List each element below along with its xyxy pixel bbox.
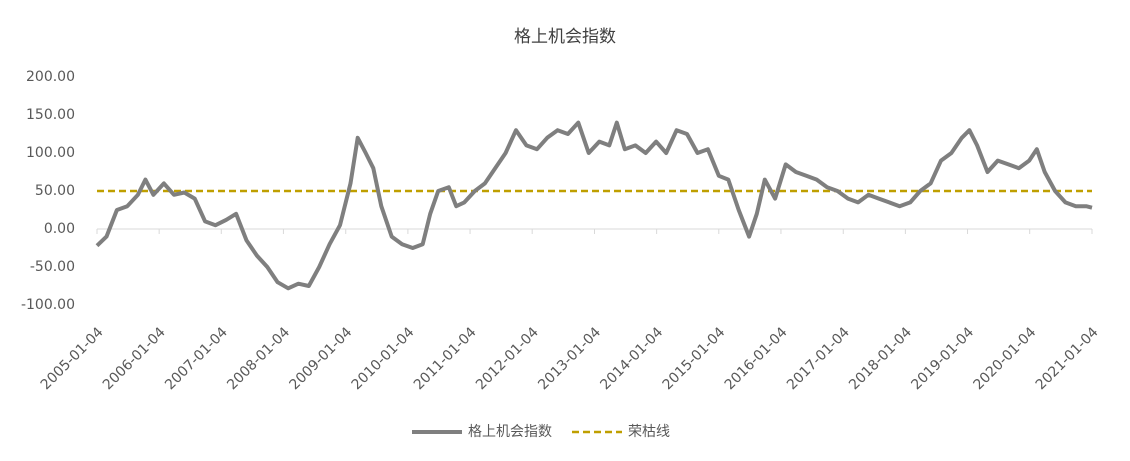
x-tick-label: 2012-01-04 [473,324,542,393]
legend-label: 格上机会指数 [468,424,552,440]
x-tick-label: 2019-01-04 [908,324,977,393]
y-tick-label: 200.00 [26,69,75,85]
x-tick-label: 2018-01-04 [846,324,915,393]
x-tick-label: 2021-01-04 [1033,324,1102,393]
y-tick-label: 50.00 [35,183,75,199]
y-tick-label: 150.00 [26,107,75,123]
chart-title: 格上机会指数 [514,27,616,47]
y-tick-label: -100.00 [21,297,75,313]
x-tick-label: 2016-01-04 [722,324,791,393]
y-tick-label: -50.00 [30,259,75,275]
data-line [95,120,1093,291]
x-tick-label: 2020-01-04 [970,324,1039,393]
x-tick-label: 2011-01-04 [411,324,480,393]
x-tick-label: 2013-01-04 [535,324,604,393]
x-tick-label: 2014-01-04 [597,324,666,393]
x-tick-label: 2017-01-04 [784,324,853,393]
legend-label: 荣枯线 [628,424,670,440]
x-tick-label: 2006-01-04 [100,324,169,393]
x-tick-label: 2010-01-04 [349,324,418,393]
x-tick-label: 2005-01-04 [38,324,107,393]
x-tick-label: 2008-01-04 [224,324,293,393]
y-tick-label: 100.00 [26,145,75,161]
x-tick-label: 2007-01-04 [162,324,231,393]
x-tick-label: 2009-01-04 [287,324,356,393]
x-tick-label: 2015-01-04 [660,324,729,393]
y-tick-label: 0.00 [44,221,75,237]
